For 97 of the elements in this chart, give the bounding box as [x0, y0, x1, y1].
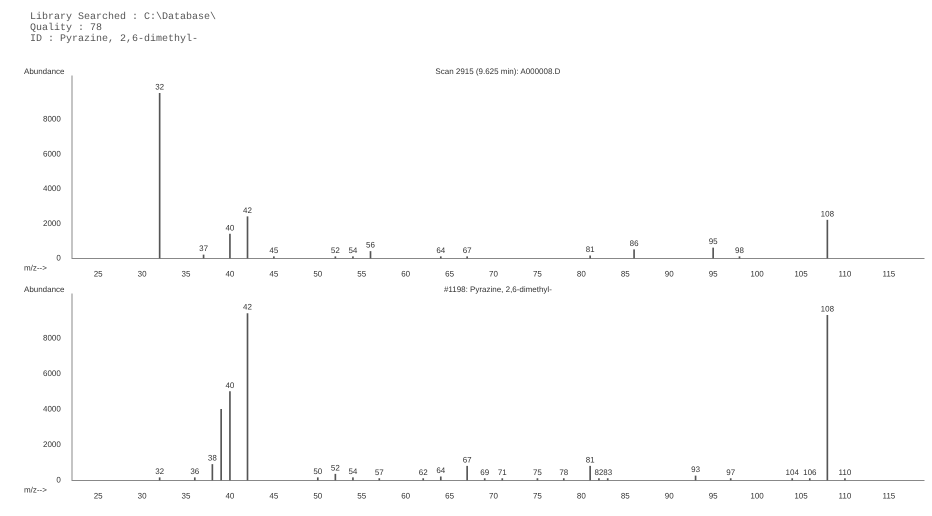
annotation: 106	[803, 468, 818, 477]
annotation: 62	[418, 468, 428, 477]
x-tick-label: 50	[313, 491, 323, 500]
x-axis-title: m/z-->	[24, 264, 48, 273]
chart-title: #1198: Pyrazine, 2,6-dimethyl-	[444, 285, 552, 294]
x-tick-label: 75	[532, 491, 542, 500]
x-axis-title: m/z-->	[24, 486, 48, 495]
x-tick-label: 110	[838, 491, 852, 500]
annotation: 54	[348, 466, 358, 476]
text: Quality : 78	[30, 23, 102, 34]
annotation: 57	[374, 468, 384, 477]
x-tick-label: 50	[313, 269, 323, 278]
x-tick-label: 110	[838, 269, 852, 278]
annotation: 42	[243, 206, 253, 215]
annotation: 110	[838, 468, 852, 477]
y-tick-label: 4000	[43, 404, 62, 414]
annotation: 95	[708, 237, 718, 246]
x-tick-label: 35	[182, 269, 192, 278]
x-tick-label: 30	[138, 269, 148, 278]
y-tick-label: 2000	[43, 440, 62, 450]
y-axis-title: Abundance	[24, 67, 66, 76]
y-tick-label: 0	[56, 476, 62, 485]
annotation: 81	[586, 455, 596, 464]
annotation: 32	[155, 466, 165, 476]
x-tick-label: 85	[620, 491, 630, 500]
annotation: 40	[225, 380, 235, 390]
annotation: 42	[243, 302, 253, 312]
y-tick-label: 8000	[43, 334, 62, 343]
x-tick-label: 75	[532, 269, 542, 278]
x-tick-label: 70	[489, 269, 498, 278]
annotation: 50	[313, 466, 323, 476]
annotation: 97	[726, 468, 736, 477]
y-tick-label: 4000	[43, 184, 62, 194]
text: Library Searched : C:\Database\	[30, 12, 216, 23]
annotation: 37	[199, 244, 209, 254]
annotation: 82	[594, 468, 604, 477]
chart-title: Scan 2915 (9.625 min): A000008.D	[435, 67, 561, 76]
y-tick-label: 0	[56, 254, 62, 263]
annotation: 104	[786, 468, 800, 477]
x-tick-label: 25	[94, 491, 104, 500]
x-tick-label: 115	[882, 491, 896, 500]
annotation: 93	[691, 465, 701, 474]
annotation: 71	[498, 468, 508, 477]
annotation: 86	[630, 238, 640, 248]
x-tick-label: 65	[445, 269, 455, 278]
y-tick-label: 8000	[43, 114, 62, 124]
annotation: 32	[155, 82, 165, 92]
x-tick-label: 80	[576, 269, 586, 278]
annotation: 98	[735, 246, 744, 255]
x-tick-label: 90	[664, 269, 674, 278]
x-tick-label: 55	[357, 491, 367, 500]
annotation: 52	[330, 246, 340, 255]
annotation: 54	[348, 246, 358, 255]
text: ID : Pyrazine, 2,6-dimethyl-	[30, 34, 200, 45]
annotation: 78	[559, 468, 569, 477]
x-tick-label: 30	[138, 491, 148, 500]
annotation: 75	[532, 468, 542, 477]
annotation: 56	[366, 240, 376, 250]
annotation: 36	[190, 466, 200, 476]
x-tick-label: 100	[750, 269, 764, 278]
x-tick-label: 65	[445, 491, 455, 500]
x-tick-label: 85	[620, 269, 630, 278]
x-tick-label: 35	[182, 491, 192, 500]
annotation: 64	[436, 246, 446, 255]
annotation: 52	[330, 463, 340, 472]
annotation: 81	[586, 244, 596, 254]
annotation: 45	[269, 246, 279, 255]
annotation: 38	[208, 454, 218, 463]
y-tick-label: 6000	[43, 149, 62, 158]
x-tick-label: 70	[489, 491, 498, 500]
x-tick-label: 55	[357, 269, 367, 278]
x-tick-label: 115	[882, 269, 896, 278]
x-tick-label: 105	[794, 269, 808, 278]
annotation: 64	[436, 466, 446, 476]
x-tick-label: 60	[401, 269, 411, 278]
annotation: 108	[820, 304, 835, 314]
x-tick-label: 25	[94, 269, 104, 278]
annotation: 67	[462, 455, 472, 464]
x-tick-label: 40	[225, 491, 235, 500]
x-tick-label: 90	[664, 491, 674, 500]
x-tick-label: 45	[269, 269, 279, 278]
x-tick-label: 80	[576, 491, 586, 500]
y-tick-label: 2000	[43, 218, 62, 228]
annotation: 108	[820, 209, 835, 218]
annotation: 69	[480, 468, 490, 477]
annotation: 83	[603, 468, 613, 477]
x-tick-label: 95	[708, 269, 718, 278]
x-tick-label: 105	[794, 491, 808, 500]
x-tick-label: 40	[225, 269, 235, 278]
y-axis-title: Abundance	[24, 285, 66, 294]
y-tick-label: 6000	[43, 369, 62, 378]
x-tick-label: 95	[708, 491, 718, 500]
x-tick-label: 60	[401, 491, 411, 500]
x-tick-label: 100	[750, 491, 764, 500]
x-tick-label: 45	[269, 491, 279, 500]
annotation: 40	[225, 223, 235, 232]
annotation: 67	[462, 246, 472, 255]
